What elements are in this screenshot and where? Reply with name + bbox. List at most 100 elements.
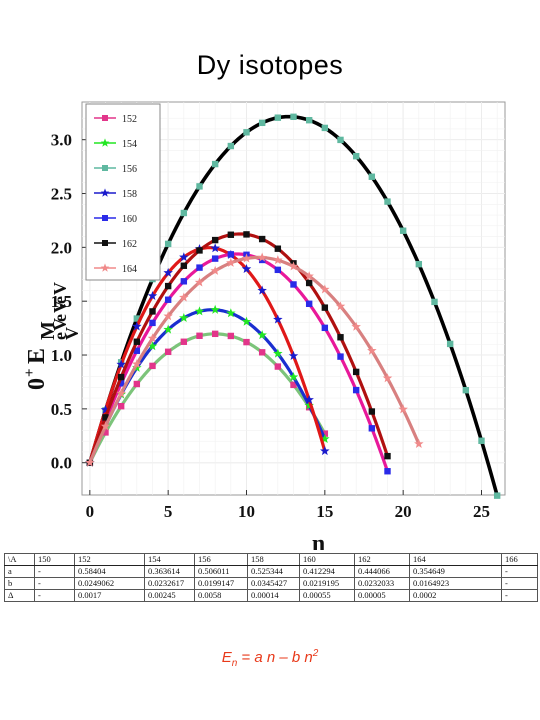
data-point — [85, 457, 95, 467]
legend-label: 162 — [122, 239, 137, 250]
table-cell: 0.00014 — [247, 589, 300, 602]
data-point — [163, 324, 173, 334]
x-axis-label: n — [312, 531, 325, 550]
table-cell: - — [501, 565, 538, 578]
data-point — [305, 279, 313, 287]
data-point — [132, 321, 142, 331]
legend-label: 154 — [122, 139, 137, 150]
data-point — [180, 262, 188, 269]
data-point — [100, 421, 111, 431]
data-point — [368, 425, 376, 432]
legend-swatch-marker — [100, 263, 110, 272]
data-point — [196, 183, 203, 190]
table-cell: 0.0058 — [194, 589, 248, 602]
data-point — [117, 373, 125, 381]
data-point — [179, 312, 189, 323]
data-point — [210, 243, 220, 253]
table-row: b -0.0249062 0.0232617 0.0199147 0.0345427 0.… — [4, 577, 538, 590]
data-point — [304, 271, 314, 281]
data-point — [211, 160, 219, 168]
data-point — [133, 347, 141, 354]
data-point — [117, 380, 125, 387]
data-point — [102, 429, 109, 436]
table-cell: 0.00245 — [144, 589, 195, 602]
legend-item: 162 — [94, 239, 137, 250]
y-tick-label: 1.5 — [51, 292, 72, 311]
data-point — [290, 281, 297, 288]
x-tick-label: 0 — [86, 502, 95, 521]
data-point — [258, 256, 266, 264]
table-cell: - — [501, 577, 538, 590]
table-cell: 166 — [501, 553, 538, 566]
table-cell: b — [4, 577, 35, 590]
data-point — [288, 261, 299, 271]
legend-swatch-marker — [102, 240, 108, 246]
y-label-unit-overlap: V — [50, 318, 70, 331]
legend: 152 154 156 158 160 162 164 — [85, 103, 161, 281]
data-point — [368, 408, 376, 415]
data-point — [367, 345, 377, 355]
y-label-unit-overlap: e — [50, 296, 70, 304]
data-point — [227, 231, 235, 238]
data-point — [321, 304, 329, 311]
parameter-table: \A 150 152 154 156 158 160 162 164 166 a -0.58404 0.… — [4, 553, 538, 602]
data-point — [243, 129, 250, 136]
data-point — [227, 251, 235, 258]
data-point — [382, 373, 393, 383]
x-tick-label: 5 — [164, 502, 173, 521]
table-cell: 164 — [409, 553, 502, 566]
data-point — [133, 380, 141, 388]
data-point — [290, 381, 297, 389]
data-point — [180, 209, 188, 217]
table-cell: 160 — [299, 553, 355, 566]
data-point — [180, 338, 188, 345]
x-tick-label: 20 — [395, 502, 412, 521]
legend-swatch-marker — [102, 115, 108, 121]
data-point — [273, 348, 283, 358]
data-point — [290, 113, 297, 120]
table-cell: 0.58404 — [74, 565, 145, 578]
legend-label: 158 — [122, 189, 137, 200]
y-label-unit-e: e — [50, 332, 70, 340]
y-label-unit-m: M — [37, 321, 59, 340]
data-point — [179, 252, 189, 262]
legend-swatch-marker — [100, 138, 110, 147]
legend-swatch-marker — [102, 215, 108, 221]
y-tick-label: 3.0 — [51, 131, 72, 150]
chart-title: Dy isotopes — [196, 50, 344, 80]
legend-label: 160 — [122, 214, 137, 225]
data-point — [288, 350, 299, 360]
table-cell: 0.0002 — [409, 589, 502, 602]
data-point — [335, 301, 346, 311]
data-point — [258, 235, 266, 243]
data-point — [351, 321, 361, 331]
table-cell: - — [501, 589, 538, 602]
formula-e: E — [221, 649, 232, 666]
legend-item: 158 — [94, 188, 137, 200]
table-row: a -0.58404 0.363614 0.506011 0.525344 0.41229… — [4, 565, 538, 578]
data-point — [320, 284, 330, 294]
table-cell: 154 — [144, 553, 195, 566]
y-label-plus: + — [22, 368, 38, 377]
data-point — [337, 353, 344, 360]
legend-item: 156 — [94, 164, 137, 175]
data-point — [133, 315, 141, 322]
table-cell: 158 — [247, 553, 300, 566]
legend-swatch-marker — [102, 165, 108, 171]
data-point — [257, 330, 267, 340]
series-line — [88, 332, 327, 464]
data-point — [211, 236, 219, 244]
data-point — [414, 438, 424, 448]
table-cell: 162 — [354, 553, 410, 566]
table-cell: 0.00055 — [299, 589, 355, 602]
data-point — [258, 119, 266, 127]
formula-sub: n — [231, 658, 238, 669]
table-cell: 156 — [194, 553, 248, 566]
table-cell: - — [34, 565, 75, 578]
data-point — [164, 282, 172, 290]
data-point — [226, 308, 236, 318]
legend-label: 156 — [122, 164, 137, 175]
table-cell: 0.0164923 — [409, 577, 502, 590]
data-point — [210, 265, 220, 275]
